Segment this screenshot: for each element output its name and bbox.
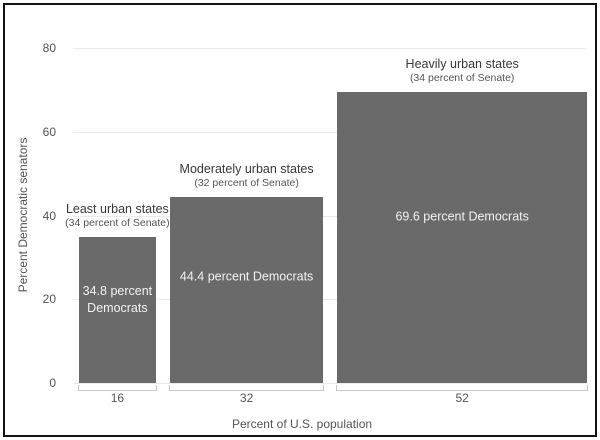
y-tick-label: 40 [42, 208, 56, 223]
gridline [73, 215, 586, 217]
y-tick-label: 80 [42, 41, 56, 55]
y-tick-label: 0 [49, 376, 56, 390]
bar-group-label: Heavily urban states (34 percent of Sena… [347, 57, 577, 85]
x-axis-bracket [336, 385, 588, 391]
bar-group-subtitle: (32 percent of Senate) [194, 177, 299, 190]
x-axis-title: Percent of U.S. population [231, 417, 373, 431]
gridline [73, 299, 586, 301]
x-tick-label: 16 [110, 391, 125, 405]
gridline [73, 383, 586, 384]
y-tick-label: 20 [42, 292, 56, 307]
x-axis-bracket [168, 385, 325, 391]
x-tick-label: 52 [455, 391, 469, 405]
x-tick-label: 32 [239, 391, 254, 405]
y-axis-title: Percent Democratic senators [16, 137, 30, 293]
bar-group-subtitle: (34 percent of Senate) [409, 71, 515, 84]
bar-group-title: Heavily urban states [405, 56, 519, 71]
x-axis-bracket [78, 385, 157, 391]
bar [79, 237, 156, 383]
bar-value-label: 69.6 percent Democrats [395, 209, 529, 224]
bar-value-label: 44.4 percent Democrats [179, 269, 314, 284]
y-tick-label: 60 [42, 124, 56, 139]
figure-border [3, 3, 597, 437]
gridline [73, 131, 586, 133]
bar [169, 197, 324, 383]
bar [337, 91, 587, 383]
bar-group-label: Moderately urban states (32 percent of S… [132, 162, 362, 190]
bar-group-title: Moderately urban states [179, 162, 314, 177]
gridline [73, 48, 586, 49]
